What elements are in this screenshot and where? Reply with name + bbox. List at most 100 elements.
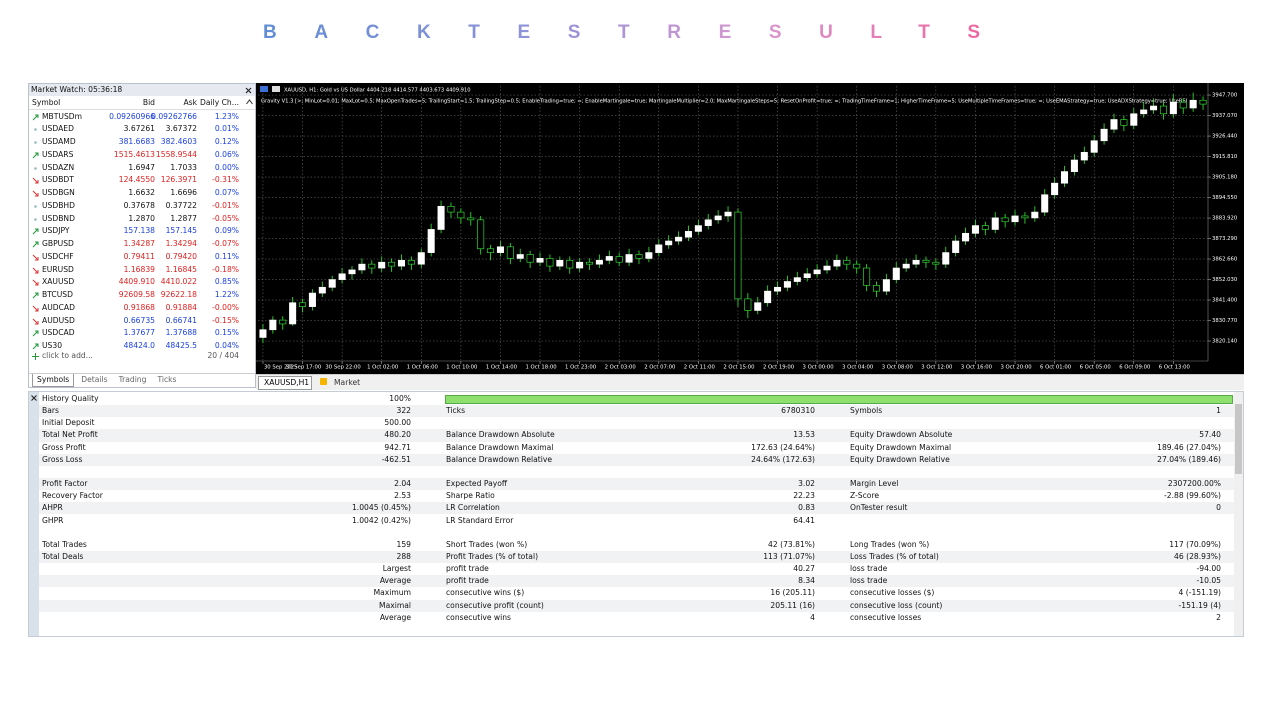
candle-body [774,286,782,292]
trend-icon [34,217,37,221]
x-tick-label: 30 Sep 17:00 [286,365,322,371]
stat-value: 24.64% (172.63) [751,454,815,464]
daily-change: -0.00% [212,302,239,312]
stat-value: Average [379,576,411,586]
panel-tab[interactable]: Ticks [157,375,177,384]
stat-value: 42 (73.81%) [768,539,815,549]
y-tick-label: 3873.290 [1212,236,1238,242]
close-button[interactable] [245,87,252,94]
stat-value: -94.00 [1196,564,1221,574]
chart-tabs: XAUUSD,H1 Market [256,374,1244,390]
stat-value: Average [379,612,411,622]
x-tick-label: 2 Oct 15:00 [723,365,755,371]
candle-body [902,263,910,269]
daily-change: 0.09% [214,226,239,236]
ask: 0.09262766 [151,111,197,121]
stat-label: consecutive losses [850,612,922,622]
x-tick-label: 2 Oct 07:00 [644,365,676,371]
x-tick-label: 30 Sep 22:00 [325,365,361,371]
stat-label: Ticks [446,406,466,416]
candle-body [912,259,920,265]
stat-value: 1 [1216,406,1221,416]
stat-value: 13.53 [793,430,815,440]
row-shade [39,575,1234,588]
column-label: Ask [183,98,197,107]
trend-dot [34,217,37,221]
ask: 382.4603 [160,137,197,146]
active-tab[interactable] [258,376,312,390]
bid: 0.91868 [123,302,155,312]
stat-value: 4 [810,612,815,622]
stat-value: 100% [389,394,411,403]
row-shade [39,429,1234,442]
candle-body [863,267,871,286]
panel-tab[interactable]: Symbols [32,374,75,387]
daily-change: 0.06% [214,149,239,159]
row-shade [39,405,1234,418]
sort-arrow[interactable] [246,99,253,105]
row-shade [39,478,1234,491]
chart-tab[interactable]: Market [334,378,361,387]
trend-dot [34,204,37,208]
candle-body [675,236,683,242]
candle-body [526,254,534,263]
bid: 0.09260966 [109,111,155,121]
symbol: USDJPY [42,226,70,236]
candle-body [566,259,574,269]
trend-icon [34,128,37,132]
scrollbar-thumb[interactable] [1235,404,1242,474]
candle-body [734,211,742,300]
stat-value: 6780310 [781,406,815,416]
candle-body [793,277,801,282]
stat-label: Bars [42,406,59,416]
candle-body [655,244,663,253]
bid: 157.138 [123,226,155,236]
chart-tab[interactable]: XAUUSD,H1 [264,378,310,387]
trend-dot [34,128,37,132]
trend-arrow [32,228,39,235]
panel-tab[interactable]: Trading [118,375,147,384]
symbol: BTCUSD [42,290,73,299]
symbol: USDAED [42,124,74,134]
stat-value: 57.40 [1199,430,1221,440]
stat-label: History Quality [42,394,99,403]
candle-body [1150,105,1158,111]
candle-body [754,302,762,311]
trend-icon [32,114,39,120]
candle-body [962,232,970,242]
stat-label: Profit Trades (% of total) [446,551,539,561]
candle-body [477,219,485,250]
candle-body [635,254,643,259]
trend-icon [32,330,39,337]
stat-label: Short Trades (won %) [446,539,528,549]
separator [29,373,255,374]
daily-change: 0.15% [214,328,239,338]
panel-title: Market Watch: 05:36:18 [31,85,123,94]
bid: 92609.58 [118,290,155,299]
candle-body [407,259,415,265]
trend-arrow [32,177,39,184]
row-shade [39,550,1234,564]
page-title: BACKTESTRESULTS [263,22,1018,43]
stat-value: 2307200.00% [1167,479,1221,489]
bid: 1515.4613 [113,149,155,159]
scrollbar[interactable] [1234,392,1243,636]
stat-label: Total Deals [42,551,84,561]
stat-label: Sharpe Ratio [446,491,495,501]
stat-value: 1.0042 (0.42%) [351,515,411,525]
x-tick-label: 3 Oct 20:00 [1000,365,1032,371]
bid: 4409.910 [118,277,155,287]
symbol: USDAZN [42,162,75,172]
candle-body [338,273,346,280]
candle-body [615,256,623,263]
candle-body [1070,159,1078,172]
trend-arrow [32,254,39,261]
candle-body [665,240,673,246]
candle-body [388,261,396,267]
panel-tab[interactable]: Details [81,375,108,384]
candle-body [1080,151,1088,161]
stat-value: 2 [1216,612,1221,622]
candle-body [397,259,406,267]
close-button[interactable] [31,395,37,401]
bid: 0.37678 [123,200,155,210]
